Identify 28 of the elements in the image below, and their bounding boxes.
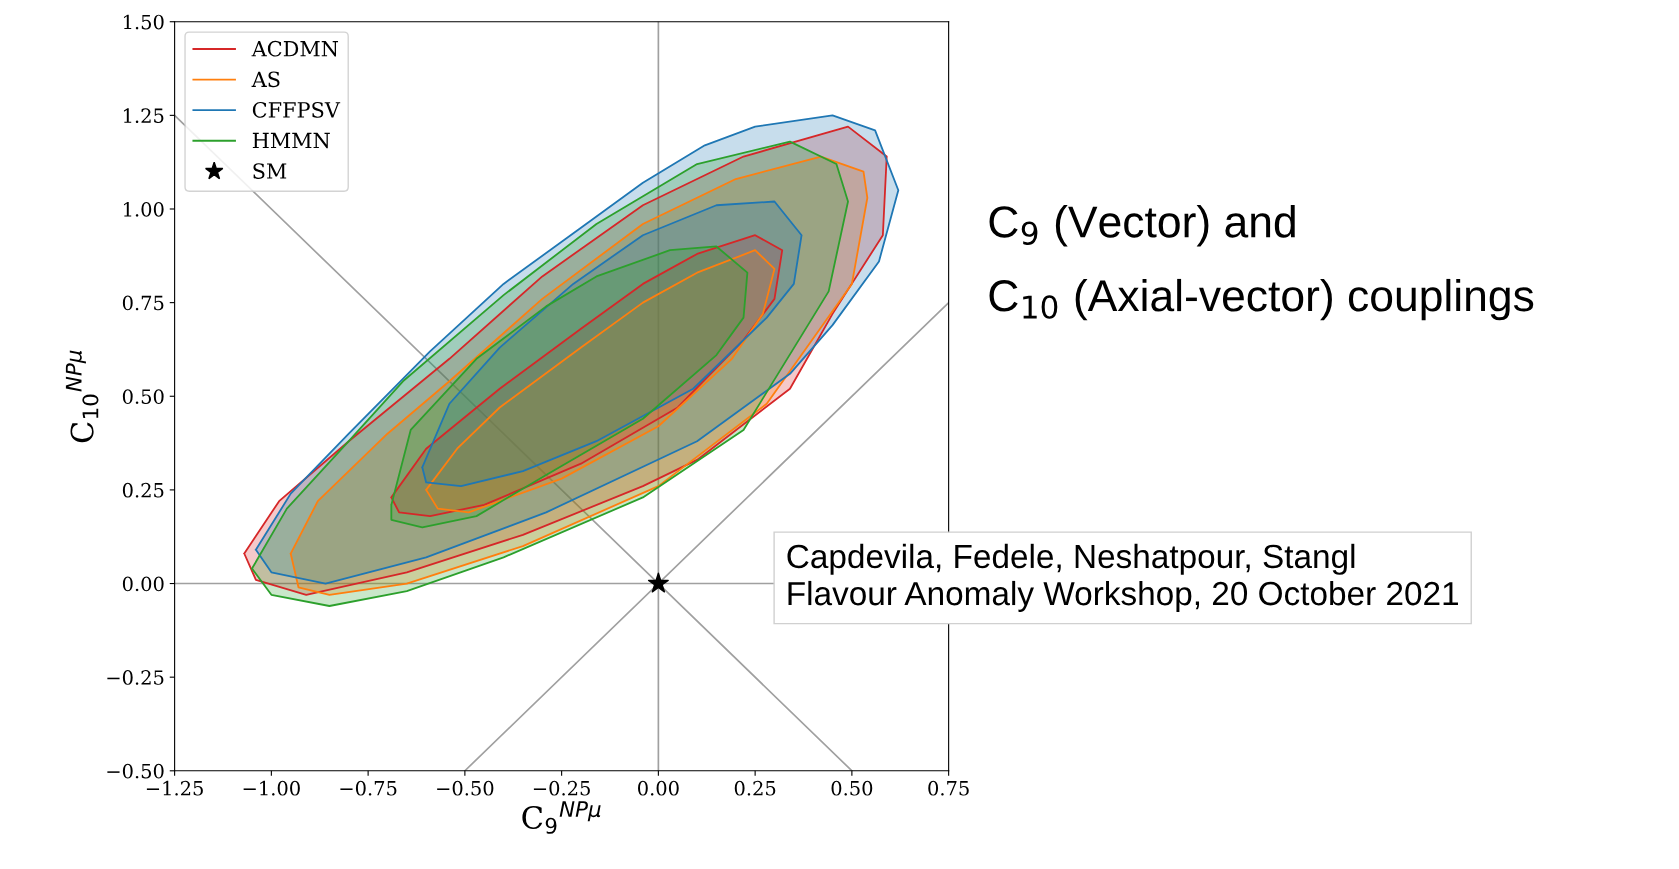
- y-tick-label: −0.25: [107, 670, 164, 685]
- y-tick-label: 0.50: [122, 389, 164, 404]
- y-tick-label: 1.50: [123, 14, 164, 30]
- y-axis-title: C$_{10}$$^{NPμ}$: [65, 350, 99, 443]
- y-tick-label: 0.75: [122, 295, 164, 311]
- x-tick-label: 0.25: [734, 780, 776, 796]
- legend-label: ACDMN: [251, 40, 339, 57]
- x-axis-title: C$_{9}$$^{NPμ}$: [522, 801, 601, 834]
- legend-label: SM: [253, 163, 287, 179]
- x-tick-label: −1.25: [146, 780, 203, 796]
- legend-label: HMMN: [252, 132, 330, 149]
- y-tick-label: 0.00: [122, 576, 164, 592]
- y-tick-label: 0.25: [122, 482, 164, 498]
- y-tick-label: −0.50: [107, 763, 164, 779]
- annotation: Capdevila, Fedele, Neshatpour, Stangl Flavour Anomaly Workshop, 20 October 2021: [787, 543, 1458, 612]
- x-tick-label: −1.00: [243, 780, 300, 796]
- legend-label: CFFPSV: [252, 102, 341, 118]
- text: C$_{10}$ (Axial-vector) couplings: [989, 278, 1534, 321]
- text: C$_{9}$ (Vector) and: [989, 205, 1295, 247]
- y-tick-label: 1.25: [123, 108, 164, 124]
- x-tick-label: −0.75: [340, 780, 397, 796]
- legend-label: AS: [251, 71, 280, 88]
- x-tick-label: 0.00: [638, 780, 679, 796]
- x-tick-label: 0.50: [831, 780, 873, 796]
- x-tick-label: −0.50: [437, 780, 494, 796]
- y-tick-label: 1.00: [123, 201, 164, 217]
- x-tick-label: −0.25: [533, 780, 590, 796]
- x-tick-label: 0.75: [928, 780, 969, 796]
